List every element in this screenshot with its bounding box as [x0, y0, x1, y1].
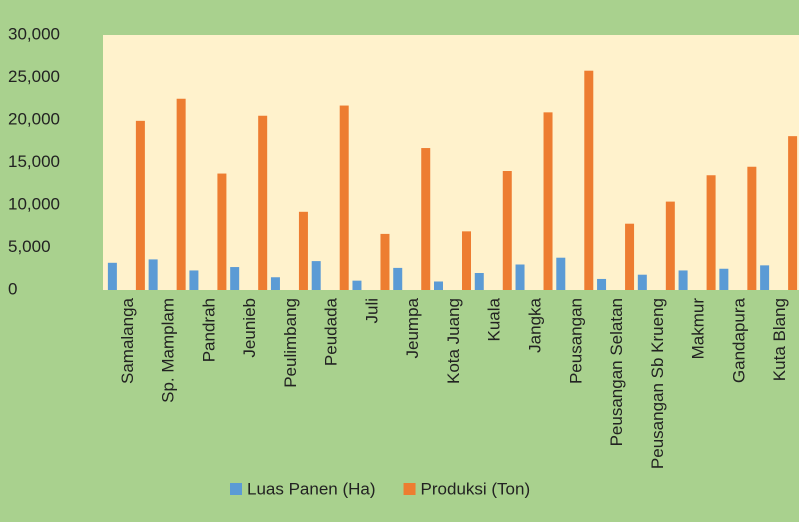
x-tick-label: Peudada: [322, 297, 341, 366]
bar: [637, 274, 647, 290]
bar: [107, 262, 117, 290]
bar: [311, 261, 321, 290]
bar: [788, 136, 798, 290]
legend-label: Produksi (Ton): [421, 479, 531, 498]
bar: [176, 98, 186, 290]
y-tick-label: 20,000: [8, 109, 60, 128]
x-tick-label: Kuta Blang: [770, 298, 789, 381]
x-tick-label: Sp. Mamplam: [159, 298, 178, 403]
x-tick-label: Peulimbang: [281, 298, 300, 388]
x-tick-label: Gandapura: [729, 297, 748, 383]
bar: [434, 281, 443, 290]
bar: [352, 280, 362, 290]
x-tick-label: Peusangan: [566, 298, 585, 384]
bar: [556, 257, 566, 290]
bar: [339, 105, 349, 290]
bar: [502, 171, 512, 290]
bar: [665, 201, 675, 290]
bar: [230, 267, 240, 290]
bar: [678, 270, 688, 290]
y-tick-label: 25,000: [8, 67, 60, 86]
bar: [719, 268, 729, 290]
bar: [135, 120, 145, 290]
y-tick-label: 10,000: [8, 194, 60, 213]
y-tick-label: 5,000: [8, 237, 51, 256]
bar: [258, 115, 268, 290]
bar: [189, 270, 199, 290]
x-tick-label: Jangka: [526, 297, 545, 352]
x-tick-label: Peusangan Sb Krueng: [648, 298, 667, 469]
bar: [625, 223, 635, 290]
x-tick-label: Makmur: [689, 298, 708, 360]
bar: [462, 231, 471, 290]
bar: [747, 166, 757, 290]
bar: [706, 175, 716, 290]
plot-area: [103, 35, 799, 290]
x-tick-label: Jeumpa: [403, 297, 422, 358]
bar: [217, 173, 227, 290]
x-tick-label: Kota Juang: [444, 298, 463, 384]
y-tick-label: 30,000: [8, 24, 60, 43]
bar: [543, 112, 553, 290]
bar: [148, 259, 158, 290]
legend-swatch: [403, 483, 416, 495]
y-tick-label: 15,000: [8, 152, 60, 171]
bar: [421, 148, 431, 290]
bar: [474, 273, 484, 290]
x-tick-label: Jeunieb: [240, 298, 259, 358]
bar: [760, 265, 770, 290]
x-tick-label: Pandrah: [199, 298, 218, 362]
legend-label: Luas Panen (Ha): [247, 479, 376, 498]
x-tick-label: Peusangan Selatan: [607, 298, 626, 446]
bar: [584, 70, 594, 290]
x-tick-label: Samalanga: [118, 297, 137, 384]
x-tick-label: Kuala: [485, 297, 504, 341]
bar: [515, 264, 525, 290]
x-tick-label: Juli: [362, 298, 381, 324]
bar: [270, 277, 280, 290]
bar: [597, 278, 607, 290]
bar: [380, 233, 390, 290]
bar: [298, 211, 308, 290]
bar: [393, 267, 403, 290]
y-tick-label: 0: [8, 279, 17, 298]
legend-swatch: [230, 483, 242, 495]
